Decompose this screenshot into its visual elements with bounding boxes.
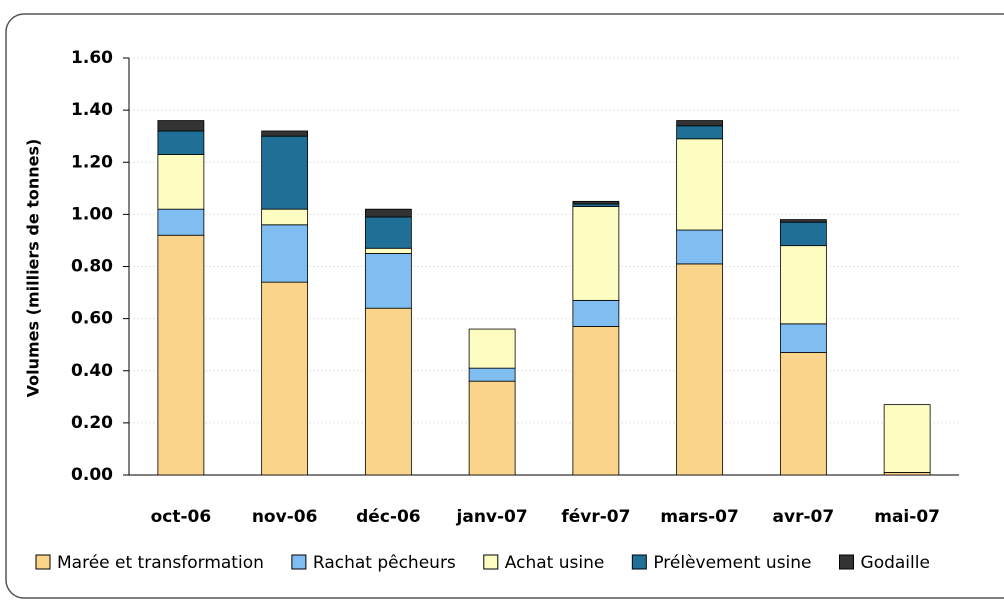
x-tick-label: déc-06: [356, 507, 421, 527]
legend-label: Godaille: [861, 553, 930, 573]
legend-swatch: [35, 554, 51, 570]
legend-swatch: [483, 554, 499, 570]
bar-segment: [261, 208, 309, 226]
bar-segment: [364, 307, 412, 476]
legend-swatch: [291, 554, 307, 570]
legend-label: Rachat pêcheurs: [313, 553, 456, 573]
bar-segment: [676, 138, 724, 231]
bar-segment: [468, 367, 516, 382]
bar-segment: [261, 135, 309, 210]
bar-segment: [364, 208, 412, 218]
y-tick-label: 1.00: [71, 204, 113, 224]
bar-segment: [364, 253, 412, 309]
bar-segment: [883, 404, 931, 473]
legend-swatch: [631, 554, 647, 570]
x-tick-label: oct-06: [151, 507, 212, 527]
bar-segment: [779, 352, 827, 476]
y-tick-label: 0.60: [71, 309, 113, 329]
bar-segment: [572, 299, 620, 327]
bar-segment: [779, 245, 827, 325]
y-tick-label: 1.40: [71, 100, 113, 120]
y-axis-label: Volumes (milliers de tonnes): [24, 139, 43, 398]
bar-segment: [572, 326, 620, 476]
x-tick-label: févr-07: [561, 507, 630, 527]
bar-segment: [572, 206, 620, 301]
bar-segment: [364, 216, 412, 249]
bar-segment: [364, 247, 412, 254]
y-tick-label: 0.80: [71, 257, 113, 277]
bar-segment: [157, 120, 205, 132]
bar-segment: [779, 221, 827, 247]
y-tick-label: 0.40: [71, 361, 113, 381]
x-tick-label: nov-06: [252, 507, 318, 527]
y-tick-label: 1.60: [71, 48, 113, 68]
x-tick-label: mai-07: [874, 507, 940, 527]
bar-segment: [676, 120, 724, 127]
legend-label: Prélèvement usine: [653, 553, 811, 573]
legend-label: Marée et transformation: [57, 553, 264, 573]
bar-segment: [157, 130, 205, 155]
legend-label: Achat usine: [505, 553, 605, 573]
x-tick-label: janv-07: [456, 507, 528, 527]
x-tick-label: mars-07: [660, 507, 738, 527]
bar-segment: [157, 234, 205, 476]
legend-swatch: [839, 554, 855, 570]
bar-segment: [261, 130, 309, 137]
y-tick-label: 0.20: [71, 413, 113, 433]
bar-segment: [468, 380, 516, 476]
bar-segment: [572, 200, 620, 205]
bar-segment: [261, 281, 309, 476]
bar-segment: [676, 125, 724, 140]
y-tick-label: 1.20: [71, 152, 113, 172]
bar-segment: [157, 154, 205, 210]
bar-segment: [676, 263, 724, 476]
x-tick-label: avr-07: [773, 507, 835, 527]
bar-segment: [157, 208, 205, 236]
bar-segment: [676, 229, 724, 265]
bar-segment: [779, 323, 827, 353]
y-tick-label: 0.00: [71, 465, 113, 485]
bar-segment: [779, 219, 827, 223]
chart-frame: [5, 13, 1004, 599]
bar-segment: [468, 328, 516, 369]
bar-segment: [261, 224, 309, 283]
